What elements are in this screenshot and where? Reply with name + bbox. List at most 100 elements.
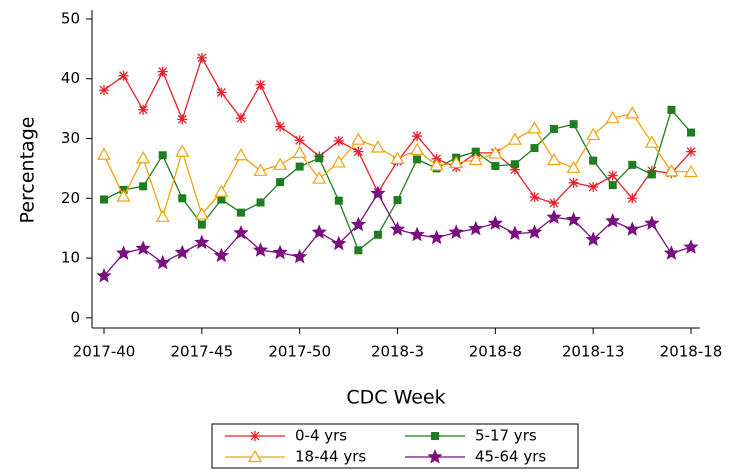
marker-stroke <box>256 80 265 90</box>
y-axis-label: Percentage <box>17 117 39 224</box>
marker <box>412 131 423 142</box>
marker <box>546 152 562 166</box>
marker <box>334 196 343 205</box>
marker <box>427 449 443 464</box>
x-axis-label: CDC Week <box>346 387 445 409</box>
marker <box>236 208 245 217</box>
marker <box>272 244 288 260</box>
marker <box>315 154 324 163</box>
marker <box>409 226 425 242</box>
marker <box>214 184 229 197</box>
marker <box>178 194 187 203</box>
marker <box>96 147 112 160</box>
marker-stroke <box>138 105 148 115</box>
marker <box>235 113 246 124</box>
marker <box>138 104 149 115</box>
marker <box>568 177 579 188</box>
marker <box>588 181 599 192</box>
marker <box>116 245 132 260</box>
marker-stroke <box>250 431 260 441</box>
marker <box>510 160 519 169</box>
marker <box>354 246 363 255</box>
marker <box>607 170 618 181</box>
marker <box>468 220 484 236</box>
x-tick-label: 2018-18 <box>660 343 723 361</box>
marker <box>292 248 308 264</box>
marker <box>627 193 638 204</box>
marker <box>196 52 207 63</box>
marker <box>487 215 503 230</box>
marker <box>569 120 578 129</box>
marker <box>471 147 480 156</box>
marker <box>683 239 699 254</box>
marker <box>350 216 366 232</box>
marker <box>585 231 601 246</box>
marker <box>507 225 523 240</box>
marker <box>370 185 386 200</box>
marker <box>664 164 679 177</box>
y-tick-label: 10 <box>61 249 80 267</box>
marker <box>353 146 364 157</box>
marker <box>390 151 405 164</box>
marker <box>687 128 695 137</box>
marker <box>605 213 621 228</box>
marker-stroke <box>530 192 539 202</box>
marker <box>628 160 637 169</box>
x-tick-label: 2018-13 <box>562 343 625 361</box>
legend-label: 0-4 yrs <box>295 427 347 445</box>
marker <box>177 114 188 125</box>
y-tick-label: 40 <box>61 69 80 87</box>
marker-stroke <box>158 67 168 77</box>
marker <box>413 155 422 164</box>
marker <box>644 215 660 230</box>
marker-stroke <box>588 182 598 192</box>
marker <box>625 106 640 119</box>
marker <box>255 79 266 90</box>
marker-stroke <box>353 147 363 157</box>
marker <box>410 142 425 155</box>
legend-label: 5-17 yrs <box>475 427 537 445</box>
marker <box>155 254 171 270</box>
marker-stroke <box>295 135 305 145</box>
marker <box>273 157 288 170</box>
marker <box>393 196 402 205</box>
marker <box>197 220 206 229</box>
marker <box>174 244 190 260</box>
marker <box>213 247 229 263</box>
marker-stroke <box>627 193 637 203</box>
marker <box>295 162 304 171</box>
marker <box>488 146 503 159</box>
marker <box>175 144 190 157</box>
marker-stroke <box>549 198 559 208</box>
marker <box>250 431 260 441</box>
marker <box>158 151 167 160</box>
marker <box>529 192 540 203</box>
marker <box>194 207 209 220</box>
marker-stroke <box>412 131 422 141</box>
marker <box>331 155 346 168</box>
marker <box>644 135 659 148</box>
marker <box>667 105 676 114</box>
marker <box>256 198 265 207</box>
marker <box>507 132 522 145</box>
marker <box>351 132 366 145</box>
marker <box>429 229 445 245</box>
marker <box>527 121 542 134</box>
marker <box>157 66 168 77</box>
marker <box>550 124 559 133</box>
marker-stroke <box>334 136 344 146</box>
marker <box>624 221 640 236</box>
marker <box>429 158 444 171</box>
marker <box>233 148 249 161</box>
x-tick-label: 2017-40 <box>73 343 136 361</box>
x-tick-label: 2017-50 <box>268 343 331 361</box>
x-tick-label: 2018-8 <box>469 343 522 361</box>
y-tick-label: 50 <box>61 9 80 27</box>
marker <box>491 162 500 171</box>
marker <box>275 121 286 132</box>
marker-stroke <box>275 122 285 132</box>
marker <box>96 268 112 283</box>
marker <box>139 182 148 191</box>
marker <box>247 449 263 463</box>
